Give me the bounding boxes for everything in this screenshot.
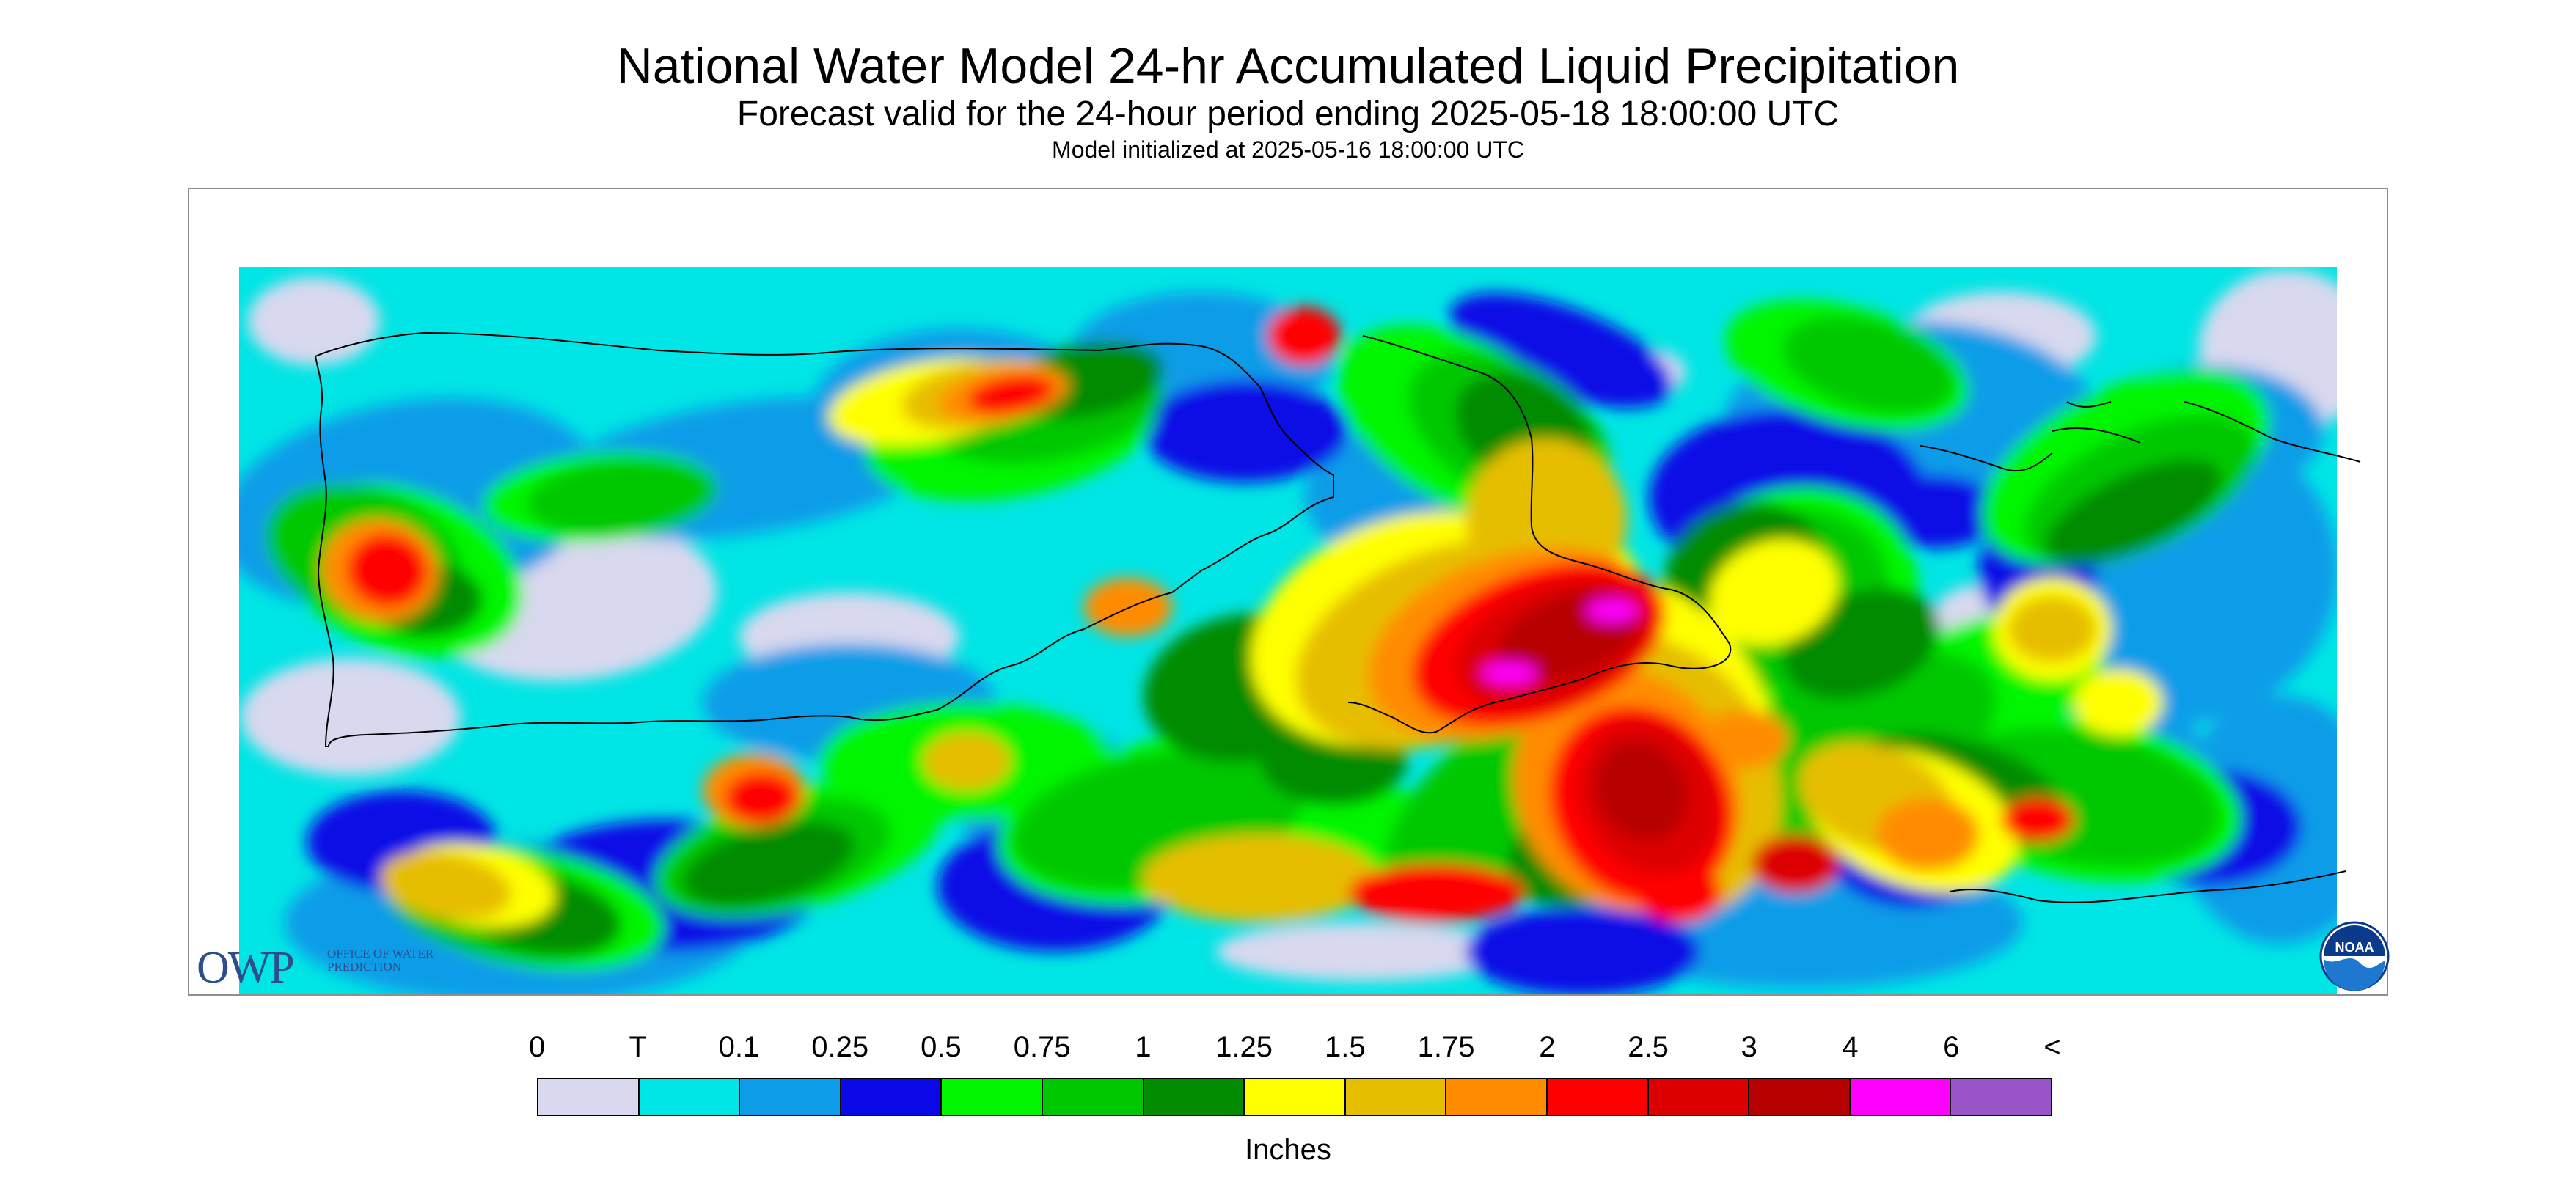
map-frame: [188, 188, 2388, 996]
legend-swatch-10: [1547, 1079, 1649, 1115]
legend-swatch-2: [740, 1079, 841, 1115]
precip-area-2: [725, 772, 798, 823]
noaa-logo: NOAA: [2319, 921, 2390, 991]
coastline-central: [1347, 335, 1732, 734]
noaa-logo-text: NOAA: [2335, 940, 2374, 955]
coastline-outlines: [314, 331, 2361, 903]
model-init-text: Model initialized at 2025-05-16 18:00:00…: [1052, 136, 1524, 163]
precipitation-map: [239, 267, 2361, 994]
legend-label-7: 1.25: [1215, 1031, 1273, 1063]
legend-swatch-13: [1850, 1079, 1952, 1115]
precip-area-2: [1267, 306, 1341, 365]
precip-area-4: [1482, 662, 1537, 684]
legend-label-15: <: [2043, 1031, 2061, 1063]
legend-swatch-4: [942, 1079, 1043, 1115]
precip-area-0.75: [1783, 317, 1955, 414]
legend-label-5: 0.75: [1013, 1031, 1071, 1063]
precip-area-1.5: [923, 732, 1011, 790]
legend-label-6: 1: [1135, 1031, 1152, 1063]
coastline-west: [314, 331, 1334, 747]
precip-area-1.5: [2008, 596, 2096, 662]
legend-swatch-8: [1345, 1079, 1447, 1115]
precip-area-2: [967, 375, 1055, 414]
precip-area-2: [2001, 798, 2074, 842]
legend-label-2: 0.1: [718, 1031, 760, 1063]
owp-logo-letters: OWP: [197, 943, 295, 993]
legend-swatch-5: [1042, 1079, 1144, 1115]
precip-area-2.5: [1752, 834, 1840, 893]
precip-area-1: [2045, 459, 2221, 565]
precip-area-1: [683, 821, 855, 906]
legend-swatch-12: [1749, 1079, 1851, 1115]
precip-area-0.25: [1869, 475, 2001, 548]
precip-area-1.75: [1876, 798, 1979, 871]
precip-area-2: [347, 533, 428, 608]
precip-area-1.5: [381, 851, 511, 920]
no-precip-area: [1216, 922, 1510, 981]
legend-label-12: 3: [1741, 1031, 1757, 1063]
legend-labels: 0 T 0.1 0.25 0.5 0.75 1 1.25 1.5 1.75 2 2.5 3 4 6 <: [0, 1027, 2576, 1071]
no-precip-area: [248, 277, 380, 365]
legend-label-11: 2.5: [1628, 1031, 1669, 1063]
coastline-east-islands: [1920, 401, 2361, 903]
precip-area-0.25: [1143, 380, 1348, 482]
map-subtitle: Forecast valid for the 24-hour period en…: [736, 95, 1840, 133]
precip-area-4: [1587, 599, 1638, 623]
legend-label-8: 1.5: [1325, 1031, 1366, 1063]
legend-swatch-6: [1144, 1079, 1245, 1115]
precip-area-2: [1634, 864, 1722, 922]
owp-logo-subtext: OFFICE OF WATER PREDICTION: [327, 947, 434, 974]
map-title: National Water Model 24-hr Accumulated L…: [616, 38, 1960, 94]
precip-area-1.75: [1700, 710, 1788, 768]
legend-swatch-9: [1446, 1079, 1548, 1115]
legend-swatch-14: [1951, 1079, 2051, 1115]
legend-swatch-11: [1648, 1079, 1750, 1115]
owp-logo: OWP OFFICE OF WATER PREDICTION: [197, 940, 439, 994]
legend-label-3: 0.25: [811, 1031, 869, 1063]
legend-label-10: 2: [1539, 1031, 1556, 1063]
legend-label-13: 4: [1842, 1031, 1859, 1063]
precip-area-1.75: [1084, 578, 1172, 636]
precip-area-1.5: [1143, 834, 1377, 922]
precip-area-0.25: [1449, 293, 1672, 408]
precip-area-3: [1595, 741, 1688, 840]
precip-area-1.25: [1709, 539, 1838, 646]
precip-area-1.25: [2074, 669, 2162, 735]
legend-swatch-7: [1245, 1079, 1346, 1115]
legend-label-1: T: [629, 1031, 647, 1063]
legend-colorbar: [537, 1078, 2052, 1116]
legend-swatch-1: [639, 1079, 741, 1115]
legend-label-14: 6: [1943, 1031, 1960, 1063]
precip-area-0.25: [1466, 908, 1700, 994]
legend-label-0: 0: [528, 1031, 546, 1063]
legend-swatch-0: [538, 1079, 640, 1115]
legend-units: Inches: [1245, 1134, 1331, 1166]
no-precip-area: [241, 658, 461, 776]
precip-area-2: [1348, 864, 1524, 922]
legend-swatch-3: [841, 1079, 943, 1115]
precip-area-0.75: [527, 459, 717, 535]
legend-label-4: 0.5: [921, 1031, 962, 1063]
legend-label-9: 1.75: [1417, 1031, 1475, 1063]
